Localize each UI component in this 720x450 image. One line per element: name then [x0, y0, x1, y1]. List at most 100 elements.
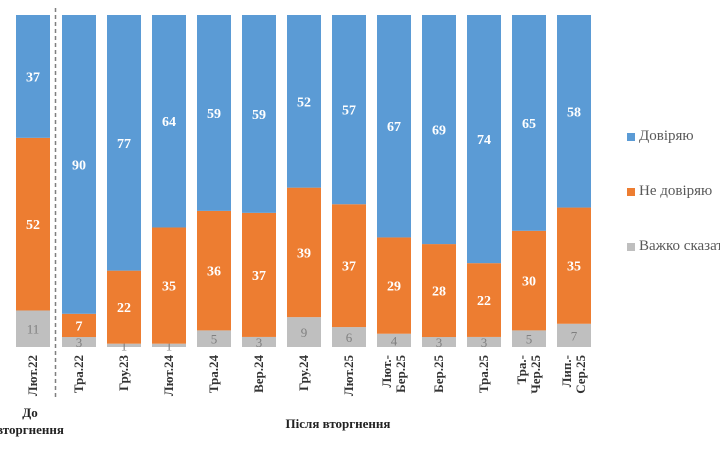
bar-segment-distrust	[16, 137, 50, 311]
legend-label: Не довіряю	[639, 183, 713, 199]
data-label: 35	[567, 260, 581, 275]
bar-segment-hard-to-say	[242, 336, 276, 347]
data-label: 5	[211, 332, 218, 347]
data-label: 57	[342, 104, 356, 119]
data-label: 37	[342, 260, 356, 275]
bar-segment-hard-to-say	[557, 323, 591, 347]
bar-segment-hard-to-say	[422, 337, 456, 347]
legend-swatch	[627, 132, 635, 141]
bar-segment-trust	[16, 15, 50, 138]
bar-segment-distrust	[107, 270, 141, 344]
bar-segment-hard-to-say	[287, 317, 321, 347]
data-label: 4	[391, 333, 398, 348]
bar-segment-trust	[287, 15, 321, 188]
data-label: 52	[297, 95, 311, 110]
legend-item-distrust: Не довіряю	[627, 183, 712, 200]
bar-segment-distrust	[242, 212, 276, 337]
data-label: 9	[301, 325, 308, 340]
category-label: Гру.23	[116, 355, 131, 391]
category-label: Тра.24	[206, 355, 221, 394]
data-label: 30	[522, 275, 536, 290]
data-label: 64	[162, 115, 176, 130]
category-label: Лют.22	[25, 355, 40, 396]
bar-segment-trust	[62, 15, 96, 314]
group-label-before: До вторгнення	[0, 405, 64, 437]
category-label: Лип.-	[559, 355, 574, 387]
category-label: Тра.22	[71, 355, 86, 393]
bar-segment-distrust	[377, 237, 411, 334]
bar-segment-hard-to-say	[16, 310, 50, 347]
data-label: 22	[477, 294, 491, 309]
bar-segment-trust	[242, 15, 276, 213]
bar-segment-hard-to-say	[197, 330, 231, 347]
bar-segment-trust	[467, 15, 501, 264]
bar-segment-distrust	[197, 210, 231, 331]
data-label: 59	[207, 107, 221, 122]
data-label: 77	[117, 137, 131, 152]
data-label: 3	[256, 335, 263, 350]
data-label: 22	[117, 301, 131, 316]
bar-segment-trust	[332, 15, 366, 205]
bar-segment-distrust	[512, 230, 546, 331]
legend-item-trust: Довіряю	[627, 128, 694, 145]
data-label: 74	[477, 133, 491, 148]
bar-segment-trust	[152, 15, 186, 228]
legend-label: Важко сказати	[639, 238, 720, 254]
data-label: 90	[72, 158, 86, 173]
category-label: Чер.25	[528, 355, 543, 394]
data-label: 3	[436, 335, 443, 350]
legend-label: Довіряю	[639, 128, 694, 144]
data-label: 58	[567, 105, 581, 120]
category-label: Лют.-	[379, 355, 394, 387]
data-label: 1	[121, 338, 128, 353]
legend-swatch	[627, 242, 635, 251]
legend-swatch	[627, 187, 635, 196]
category-label: Лют.25	[341, 355, 356, 397]
data-label: 3	[481, 335, 488, 350]
bar-segment-hard-to-say	[512, 330, 546, 347]
data-label: 39	[297, 246, 311, 261]
bar-segment-hard-to-say	[332, 327, 366, 347]
category-label: Сер.25	[573, 355, 588, 394]
category-label: Гру.24	[296, 355, 311, 391]
data-label: 69	[432, 124, 446, 139]
category-label: Тра.-	[514, 355, 529, 385]
category-label: Лют.24	[161, 355, 176, 397]
data-label: 11	[27, 322, 40, 337]
data-label: 29	[387, 280, 401, 295]
bar-segment-distrust	[287, 187, 321, 318]
bar-segment-trust	[377, 15, 411, 238]
data-label: 7	[571, 328, 578, 343]
category-label: Тра.25	[476, 355, 491, 394]
data-label: 59	[252, 108, 266, 123]
bar-segment-hard-to-say	[377, 333, 411, 347]
data-label: 65	[522, 117, 536, 132]
bar-segment-distrust	[422, 244, 456, 338]
bar-segment-trust	[197, 15, 231, 211]
data-label: 3	[76, 335, 83, 350]
bar-segment-trust	[107, 15, 141, 271]
bar-segment-distrust	[62, 313, 96, 338]
data-label: 36	[207, 265, 221, 280]
bar-segment-trust	[512, 15, 546, 231]
data-label: 67	[387, 120, 401, 135]
bar-segment-distrust	[332, 204, 366, 328]
data-label: 35	[162, 280, 176, 295]
category-label: Бер.25	[431, 355, 446, 393]
data-label: 1	[166, 338, 173, 353]
data-label: 6	[346, 330, 353, 345]
category-label: Вер.24	[251, 355, 266, 393]
data-label: 37	[26, 70, 40, 85]
data-label: 28	[432, 285, 446, 300]
bar-segment-distrust	[467, 263, 501, 337]
group-label-after: Після вторгнення	[285, 416, 391, 431]
bar-segment-hard-to-say	[62, 337, 96, 347]
data-label: 7	[76, 319, 83, 334]
legend-item-hard-to-say: Важко сказати	[627, 238, 720, 255]
bar-segment-trust	[557, 15, 591, 208]
data-label: 37	[252, 269, 266, 284]
bar-segment-distrust	[557, 207, 591, 324]
bar-segment-hard-to-say	[467, 336, 501, 347]
data-label: 52	[26, 218, 40, 233]
